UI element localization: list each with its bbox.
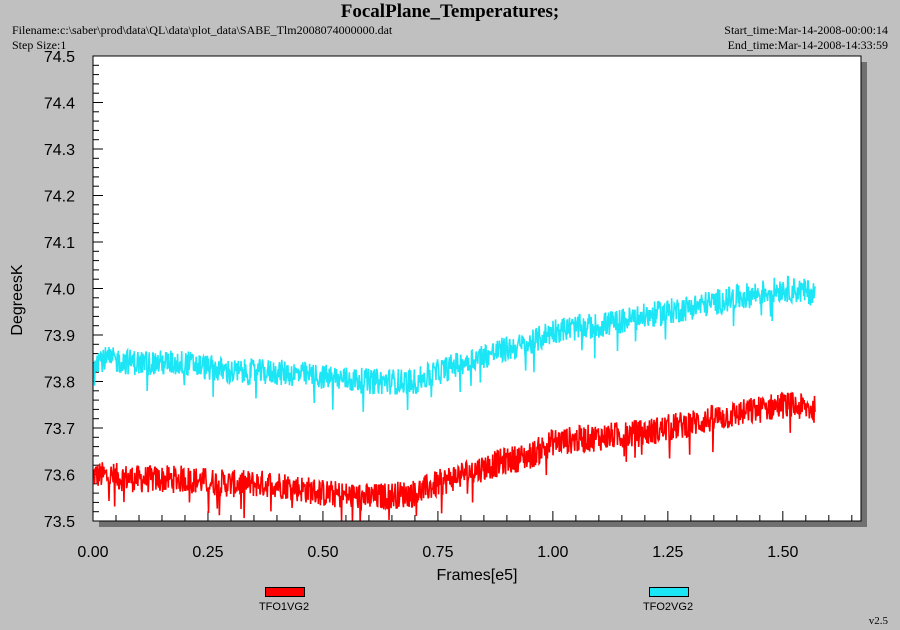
y-tick-label: 73.8 bbox=[44, 375, 75, 392]
series-line-1 bbox=[92, 391, 816, 522]
series-line-2 bbox=[92, 275, 816, 412]
y-tick-label: 73.6 bbox=[44, 468, 75, 485]
plot-area bbox=[92, 55, 862, 522]
y-tick-label: 74.2 bbox=[44, 189, 75, 206]
end-time-label: End_time:Mar-14-2008-14:33:59 bbox=[727, 38, 888, 52]
legend-swatch-series-1 bbox=[265, 587, 305, 597]
x-tick-label: 0.00 bbox=[77, 544, 108, 561]
x-tick-label: 0.25 bbox=[192, 544, 223, 561]
y-tick-label: 74.5 bbox=[44, 49, 75, 66]
x-tick-label: 0.75 bbox=[422, 544, 453, 561]
y-tick-label: 73.7 bbox=[44, 421, 75, 438]
x-tick-label: 1.25 bbox=[652, 544, 683, 561]
plot-border bbox=[92, 55, 862, 522]
chart-title: FocalPlane_Temperatures; bbox=[340, 1, 560, 22]
filename-label: Filename:c:\saber\prod\data\QL\data\plot… bbox=[12, 23, 393, 37]
x-tick-label: 1.50 bbox=[767, 544, 798, 561]
step-size-label: Step Size:1 bbox=[12, 38, 67, 52]
version-label: v2.5 bbox=[868, 615, 888, 627]
start-time-label: Start_time:Mar-14-2008-00:00:14 bbox=[724, 23, 888, 37]
y-tick-label: 74.0 bbox=[44, 282, 75, 299]
legend-label-series-1: TFO1VG2 bbox=[258, 601, 310, 613]
y-tick-label: 74.3 bbox=[44, 142, 75, 159]
legend-label-series-2: TFO2VG2 bbox=[642, 601, 694, 613]
legend-swatch-series-2 bbox=[649, 587, 689, 597]
x-tick-label: 0.50 bbox=[307, 544, 338, 561]
x-tick-label: 1.00 bbox=[537, 544, 568, 561]
y-axis-label: DegreesK bbox=[9, 264, 26, 335]
y-tick-label: 74.1 bbox=[44, 235, 75, 252]
y-tick-label: 73.5 bbox=[44, 514, 75, 531]
y-tick-label: 73.9 bbox=[44, 328, 75, 345]
x-axis-label: Frames[e5] bbox=[437, 567, 518, 584]
y-tick-label: 74.4 bbox=[44, 96, 75, 113]
